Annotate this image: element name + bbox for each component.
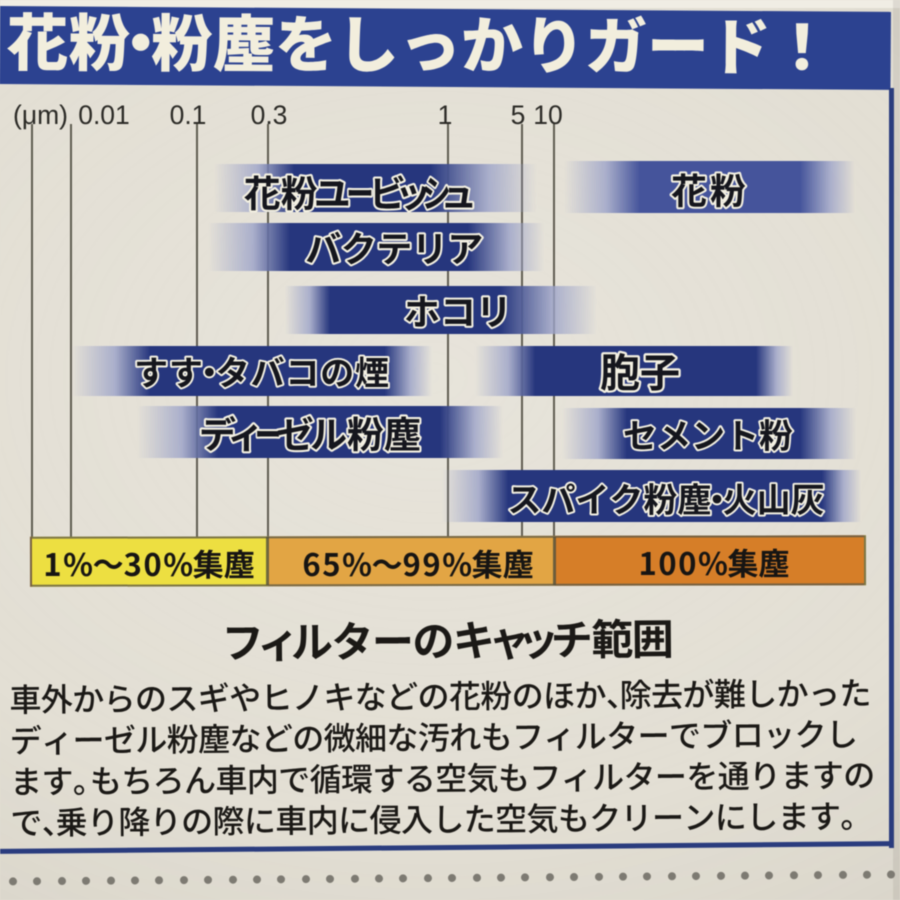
svg-text:0.1: 0.1 xyxy=(170,100,207,130)
svg-text:(μm): (μm) xyxy=(13,100,68,130)
svg-text:0.01: 0.01 xyxy=(78,100,130,130)
svg-text:10: 10 xyxy=(533,100,562,130)
svg-text:1: 1 xyxy=(438,100,453,130)
svg-text:5: 5 xyxy=(511,100,526,130)
svg-text:0.3: 0.3 xyxy=(251,100,288,130)
